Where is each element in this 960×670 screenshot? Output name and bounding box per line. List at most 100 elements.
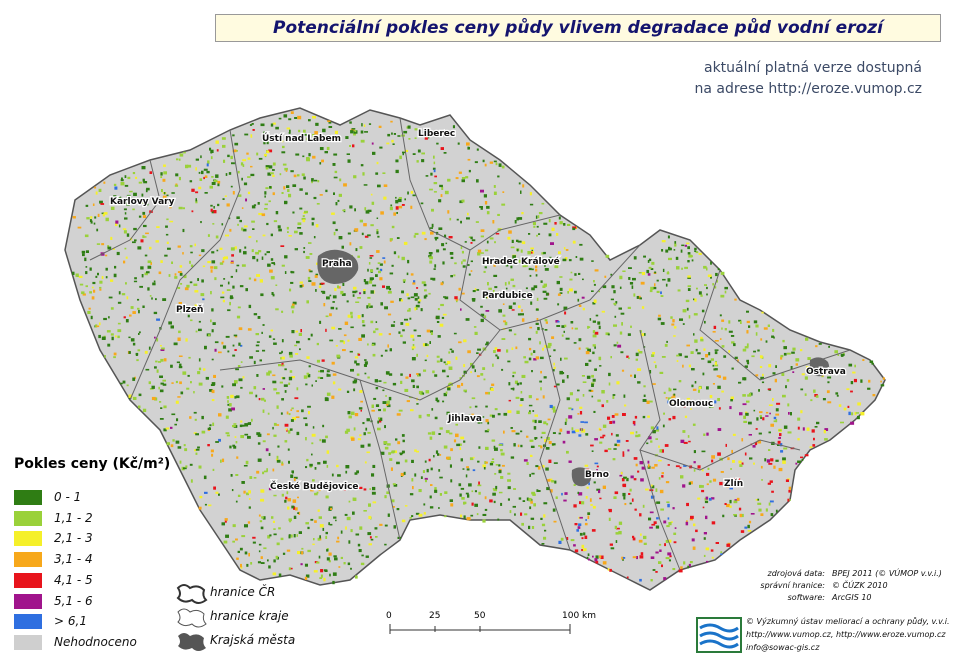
soil-patch xyxy=(297,174,300,177)
soil-patch xyxy=(559,428,563,432)
soil-patch xyxy=(688,563,691,567)
soil-patch xyxy=(760,338,763,341)
soil-patch xyxy=(199,495,203,499)
soil-patch xyxy=(438,199,442,203)
soil-patch xyxy=(412,194,416,197)
soil-patch xyxy=(616,444,620,447)
soil-patch xyxy=(693,313,698,316)
soil-patch xyxy=(251,220,255,223)
soil-patch xyxy=(420,393,423,396)
soil-patch xyxy=(377,262,381,264)
soil-patch xyxy=(289,288,292,292)
soil-patch xyxy=(720,553,723,556)
soil-patch xyxy=(797,438,800,441)
soil-patch xyxy=(443,361,446,364)
soil-patch xyxy=(853,378,857,383)
soil-patch xyxy=(535,330,538,334)
soil-patch xyxy=(517,259,521,263)
soil-patch xyxy=(551,227,555,231)
soil-patch xyxy=(676,360,679,362)
soil-patch xyxy=(304,210,308,214)
soil-patch xyxy=(383,381,387,384)
soil-patch xyxy=(103,181,106,184)
soil-patch xyxy=(847,405,850,408)
soil-patch xyxy=(741,462,744,465)
soil-patch xyxy=(213,210,217,214)
soil-patch xyxy=(103,212,108,215)
soil-patch xyxy=(538,233,541,235)
soil-patch xyxy=(125,282,127,285)
soil-patch xyxy=(178,206,183,210)
soil-patch xyxy=(466,466,469,469)
soil-patch xyxy=(570,271,573,274)
soil-patch xyxy=(612,395,615,399)
soil-patch xyxy=(232,383,236,387)
soil-patch xyxy=(156,226,160,228)
city-label: Olomouc xyxy=(669,399,713,409)
soil-patch xyxy=(410,409,414,412)
soil-patch xyxy=(146,271,150,274)
soil-patch xyxy=(212,422,215,426)
soil-patch xyxy=(529,326,533,329)
soil-patch xyxy=(414,232,419,235)
soil-patch xyxy=(547,345,551,349)
soil-patch xyxy=(215,235,219,239)
soil-patch xyxy=(584,522,588,526)
soil-patch xyxy=(568,415,573,419)
soil-patch xyxy=(243,490,246,494)
soil-patch xyxy=(284,201,288,204)
soil-patch xyxy=(582,307,585,311)
soil-patch xyxy=(655,551,659,554)
soil-patch xyxy=(211,176,214,178)
soil-patch xyxy=(212,322,216,325)
soil-patch xyxy=(289,567,293,570)
legend-swatch xyxy=(14,531,42,547)
soil-patch xyxy=(224,256,228,260)
soil-patch xyxy=(176,158,179,161)
soil-patch xyxy=(747,530,752,532)
soil-patch xyxy=(389,458,393,461)
soil-patch xyxy=(667,464,670,466)
soil-patch xyxy=(204,491,208,494)
soil-patch xyxy=(773,465,776,469)
soil-patch xyxy=(648,436,652,440)
soil-patch xyxy=(233,423,237,425)
soil-patch xyxy=(688,482,691,485)
soil-patch xyxy=(471,413,475,417)
soil-patch xyxy=(94,186,97,189)
soil-patch xyxy=(526,462,529,465)
soil-patch xyxy=(361,554,364,557)
soil-patch xyxy=(174,273,177,276)
soil-patch xyxy=(383,441,388,445)
soil-patch xyxy=(596,465,599,468)
soil-patch xyxy=(573,544,576,547)
soil-patch xyxy=(460,220,462,224)
soil-patch xyxy=(414,307,416,311)
soil-patch xyxy=(178,309,181,312)
soil-patch xyxy=(774,378,777,383)
soil-patch xyxy=(117,301,122,304)
soil-patch xyxy=(415,512,420,515)
soil-patch xyxy=(854,411,857,416)
soil-patch xyxy=(452,125,455,129)
soil-patch xyxy=(404,149,409,153)
soil-patch xyxy=(710,276,712,279)
soil-patch xyxy=(490,461,495,463)
soil-patch xyxy=(393,484,398,487)
soil-patch xyxy=(281,461,284,464)
soil-patch xyxy=(686,520,688,523)
soil-patch xyxy=(252,256,256,260)
soil-patch xyxy=(546,437,550,441)
soil-patch xyxy=(440,194,443,198)
soil-patch xyxy=(449,499,453,502)
soil-patch xyxy=(256,432,261,436)
soil-patch xyxy=(296,534,298,537)
soil-patch xyxy=(474,161,478,164)
soil-patch xyxy=(407,191,409,195)
soil-patch xyxy=(198,367,202,371)
soil-patch xyxy=(268,335,272,338)
soil-patch xyxy=(237,223,239,226)
soil-patch xyxy=(551,406,556,410)
soil-patch xyxy=(371,409,375,412)
soil-patch xyxy=(238,327,243,331)
